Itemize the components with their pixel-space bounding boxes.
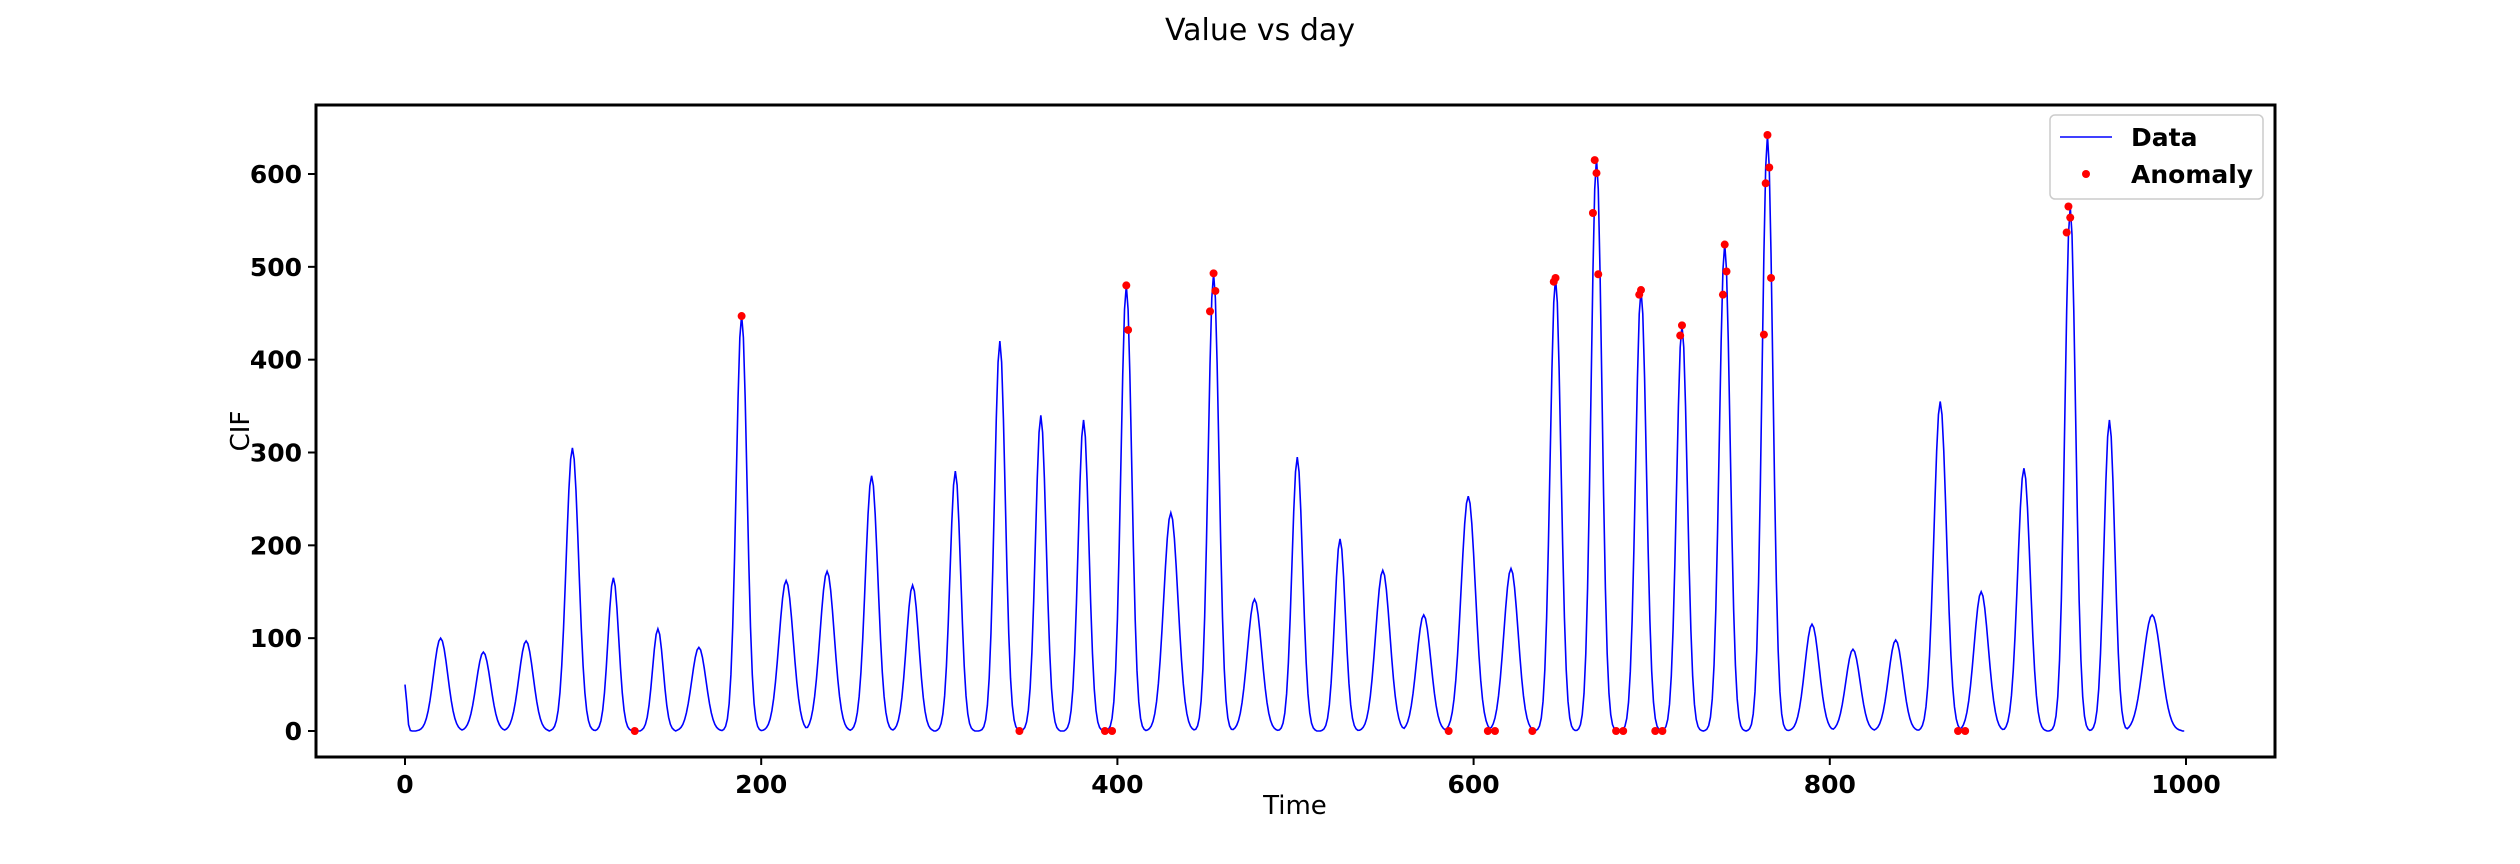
x-axis-label: Time xyxy=(1262,791,1327,821)
anomaly-point xyxy=(1722,267,1731,276)
x-tick-label: 400 xyxy=(1091,770,1143,799)
anomaly-point xyxy=(1490,727,1499,735)
x-tick-label: 0 xyxy=(396,770,413,799)
anomaly-point xyxy=(737,312,746,321)
y-axis: 0 100 200 300 400 500 600 xyxy=(250,160,316,746)
plot-frame xyxy=(314,103,2277,759)
anomaly-point xyxy=(1677,321,1686,330)
anomaly-point xyxy=(1108,727,1117,735)
anomaly-point xyxy=(1015,727,1024,735)
anomaly-point xyxy=(1444,727,1453,735)
anomaly-points xyxy=(630,131,2075,735)
x-tick-label: 1000 xyxy=(2151,770,2221,799)
anomaly-point xyxy=(1124,325,1133,334)
anomaly-point xyxy=(1100,727,1109,735)
anomaly-point xyxy=(1209,269,1218,278)
legend-anomaly-swatch xyxy=(2082,170,2090,178)
anomaly-point xyxy=(1637,286,1646,295)
anomaly-point xyxy=(1588,208,1597,217)
x-tick-label: 800 xyxy=(1804,770,1856,799)
anomaly-point xyxy=(1759,330,1768,339)
anomaly-point xyxy=(1720,240,1729,249)
chart-title: Value vs day xyxy=(1165,13,1355,48)
anomaly-point xyxy=(1612,727,1621,735)
anomaly-point xyxy=(1592,169,1601,178)
anomaly-point xyxy=(1528,727,1537,735)
anomaly-point xyxy=(1590,156,1599,165)
legend-data-label: Data xyxy=(2131,123,2197,152)
x-tick-label: 200 xyxy=(735,770,787,799)
anomaly-point xyxy=(2062,228,2071,237)
anomaly-point xyxy=(1676,331,1685,340)
anomaly-point xyxy=(1718,290,1727,299)
anomaly-point xyxy=(2066,213,2075,222)
anomaly-point xyxy=(1483,727,1492,735)
anomaly-point xyxy=(1658,727,1667,735)
anomaly-point xyxy=(1211,286,1220,295)
anomaly-point xyxy=(1206,307,1215,316)
anomaly-point xyxy=(1961,727,1970,735)
y-axis-label: CIF xyxy=(226,411,256,452)
anomaly-point xyxy=(1767,273,1776,282)
anomaly-point xyxy=(1954,727,1963,735)
data-series-line xyxy=(404,134,2185,732)
anomaly-point xyxy=(1765,163,1774,172)
legend-box xyxy=(2049,114,2264,200)
anomaly-point xyxy=(1551,273,1560,282)
anomaly-point xyxy=(630,727,639,735)
anomaly-point xyxy=(1651,727,1660,735)
anomaly-point xyxy=(2064,202,2073,211)
y-tick-label: 100 xyxy=(250,624,302,653)
x-axis: 0 200 400 600 800 1000 xyxy=(396,757,2221,799)
anomaly-point xyxy=(1619,727,1628,735)
y-tick-label: 600 xyxy=(250,160,302,189)
anomaly-point xyxy=(1763,131,1772,140)
y-tick-label: 400 xyxy=(250,346,302,375)
anomaly-point xyxy=(1761,179,1770,188)
y-tick-label: 500 xyxy=(250,253,302,282)
anomaly-point xyxy=(1122,281,1131,290)
y-tick-label: 0 xyxy=(285,717,302,746)
anomaly-point xyxy=(1594,270,1603,279)
y-tick-label: 300 xyxy=(250,439,302,468)
legend: Data Anomaly xyxy=(2049,114,2264,200)
y-tick-label: 200 xyxy=(250,531,302,560)
legend-anomaly-label: Anomaly xyxy=(2131,160,2253,189)
x-tick-label: 600 xyxy=(1448,770,1500,799)
